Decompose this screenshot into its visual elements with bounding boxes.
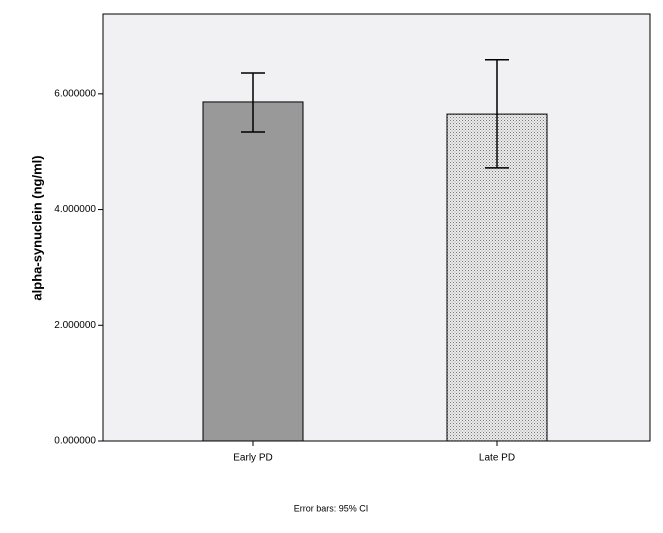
bar [202, 101, 304, 442]
y-tick-label: 4.000000 [54, 204, 96, 215]
footnote: Error bars: 95% CI [294, 503, 369, 513]
x-tick-label: Early PD [233, 453, 272, 464]
x-tick-label: Late PD [479, 453, 515, 464]
y-tick-label: 0.000000 [54, 436, 96, 447]
y-tick-label: 6.000000 [54, 88, 96, 99]
y-tick-label: 2.000000 [54, 320, 96, 331]
y-axis-label: alpha-synuclein (ng/ml) [29, 155, 44, 300]
plot-area [102, 13, 651, 442]
